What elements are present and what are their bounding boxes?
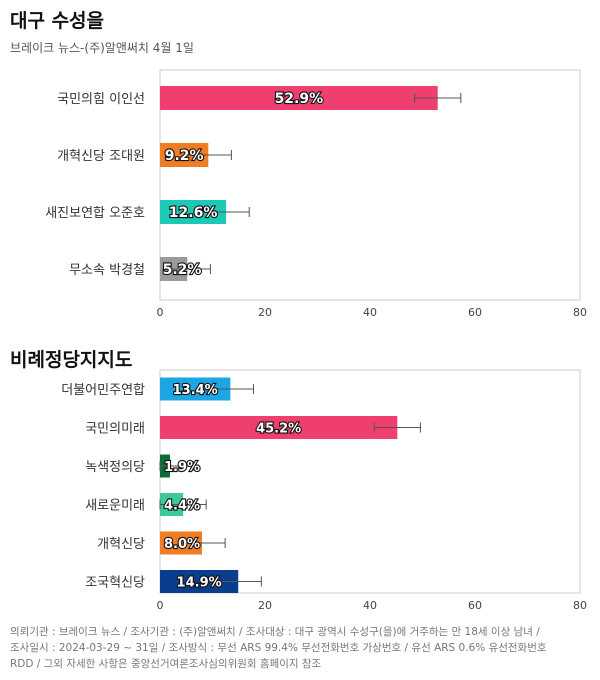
category-label: 개혁신당 조대원	[57, 149, 145, 164]
page-title: 대구 수성을	[10, 10, 105, 32]
bar	[160, 377, 231, 401]
candidate-support-chart: 국민의힘 이인선 52.9% 개혁신당 조대원 9.2% 새진보연합 오준호 12.6% 무…	[45, 69, 587, 319]
bar	[160, 570, 239, 593]
bar	[160, 86, 438, 110]
x-tick-label: 40	[363, 599, 377, 612]
data-label: 1.9%	[164, 460, 200, 475]
x-tick-label: 80	[573, 306, 587, 319]
footnote-line-3: RDD / 그외 자세한 사항은 중앙선거여론조사심의위원회 홈페이지 참조	[10, 658, 322, 670]
category-label: 무소속 박경철	[69, 263, 145, 278]
category-label: 조국혁신당	[85, 576, 145, 591]
category-label: 개혁신당	[97, 537, 145, 552]
x-tick-label: 20	[258, 599, 272, 612]
data-label: 4.4%	[164, 499, 200, 514]
bar	[160, 416, 398, 439]
x-tick-label: 0	[157, 306, 164, 319]
x-tick-label: 80	[573, 599, 587, 612]
section-title-party-vote: 비례정당지지도	[10, 349, 133, 371]
plot-frame	[159, 69, 581, 301]
page-subtitle: 브레이크 뉴스-(주)알앤써치 4월 1일	[10, 41, 194, 55]
data-label: 52.9%	[275, 91, 324, 107]
x-tick-label: 40	[363, 306, 377, 319]
data-label: 12.6%	[169, 205, 218, 221]
footnote-line-1: 의뢰기관 : 브레이크 뉴스 / 조사기관 : (주)알앤써치 / 조사대상 :…	[10, 626, 540, 638]
footnote-line-2: 조사일시 : 2024-03-29 ~ 31일 / 조사방식 : 무선 ARS …	[10, 642, 547, 654]
category-label: 새로운미래	[85, 499, 145, 514]
plot-frame	[159, 369, 581, 594]
category-label: 국민의미래	[85, 422, 145, 437]
x-tick-label: 60	[468, 599, 482, 612]
category-label: 새진보연합 오준호	[45, 206, 145, 221]
data-label: 14.9%	[177, 576, 222, 591]
x-tick-label: 0	[157, 599, 164, 612]
survey-footnote: 의뢰기관 : 브레이크 뉴스 / 조사기관 : (주)알앤써치 / 조사대상 :…	[10, 624, 592, 672]
x-tick-label: 20	[258, 306, 272, 319]
data-label: 9.2%	[165, 148, 204, 164]
data-label: 5.2%	[163, 262, 202, 278]
x-tick-label: 60	[468, 306, 482, 319]
data-label: 13.4%	[173, 383, 218, 398]
data-label: 45.2%	[256, 422, 301, 437]
category-label: 더불어민주연합	[61, 383, 145, 398]
category-label: 녹색정의당	[85, 460, 145, 475]
category-label: 국민의힘 이인선	[57, 92, 145, 107]
data-label: 8.0%	[164, 537, 200, 552]
